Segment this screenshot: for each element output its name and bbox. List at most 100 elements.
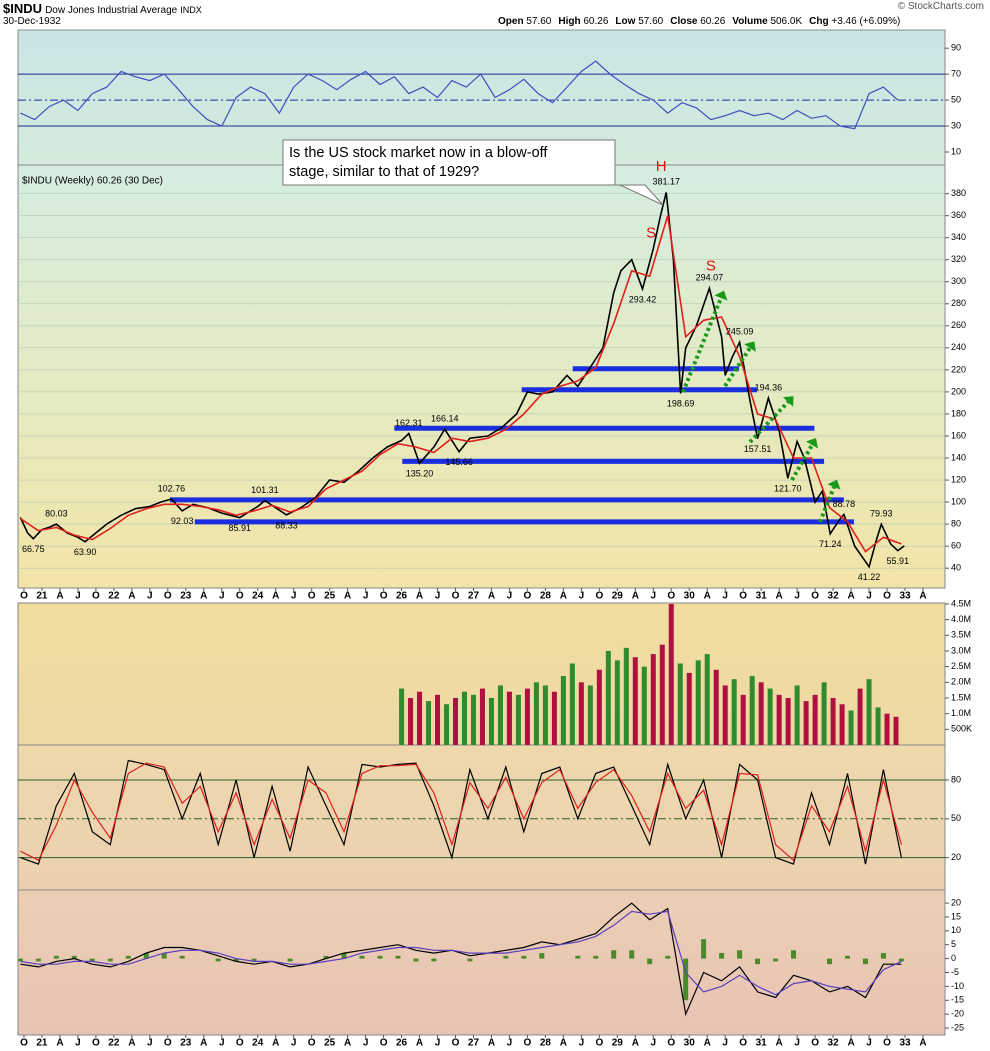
arrow-head xyxy=(805,438,819,449)
quote-label: Volume xyxy=(732,16,768,27)
histogram-bar xyxy=(593,955,599,959)
y-tick-label: 380 xyxy=(951,188,966,198)
point-label: 145.66 xyxy=(445,457,473,467)
y-tick-label: 10 xyxy=(951,146,961,156)
volume-bar xyxy=(426,701,432,745)
volume-bar xyxy=(542,685,548,745)
copyright: © StockCharts.com xyxy=(897,1,984,12)
point-label: 194.36 xyxy=(755,383,783,393)
x-tick-label: 22 xyxy=(108,1038,120,1049)
y-tick-label: 30 xyxy=(951,120,961,130)
volume-bar xyxy=(749,676,755,745)
histogram-bar xyxy=(629,950,635,959)
x-tick-label: 23 xyxy=(180,591,192,602)
x-tick-label: A xyxy=(200,591,207,602)
y-tick-label: 360 xyxy=(951,210,966,220)
x-tick-label: A xyxy=(488,591,495,602)
x-tick-label: 31 xyxy=(756,591,768,602)
histogram-bar xyxy=(71,955,77,959)
volume-bar xyxy=(767,688,773,745)
y-tick-label: -25 xyxy=(951,1022,964,1032)
volume-bar xyxy=(893,716,899,745)
x-tick-label: 25 xyxy=(324,1038,336,1049)
y-tick-label: 15 xyxy=(951,911,961,921)
y-tick-label: -15 xyxy=(951,995,964,1005)
x-tick-label: A xyxy=(56,1038,63,1049)
y-tick-label: 240 xyxy=(951,342,966,352)
name: Dow Jones Industrial Average xyxy=(45,5,178,16)
x-tick-label: 26 xyxy=(396,1038,408,1049)
trend-arrow xyxy=(681,297,723,393)
y-tick-label: 1.5M xyxy=(951,692,971,702)
histogram-bar xyxy=(773,958,779,962)
x-tick-label: O xyxy=(20,1038,28,1049)
pattern-label: S xyxy=(706,257,716,274)
series-line xyxy=(19,192,905,569)
x-tick-label: J xyxy=(722,1038,728,1049)
histogram-bar xyxy=(683,958,689,1001)
x-tick-label: 26 xyxy=(396,591,408,602)
callout: Is the US stock market now in a blow-off… xyxy=(282,139,664,206)
histogram-bar xyxy=(215,958,221,962)
series-line xyxy=(20,762,902,862)
panel: 500K 1.0M 1.5M 2.0M 2.5M 3.0M 3.5M 4.0M 4.5M xyxy=(399,598,972,745)
x-tick-label: O xyxy=(236,1038,244,1049)
volume-bar xyxy=(875,707,881,745)
x-tick-label: 29 xyxy=(612,591,624,602)
volume-bar xyxy=(776,694,782,745)
x-tick-label: J xyxy=(363,1038,369,1049)
quote-label: High xyxy=(558,16,581,27)
x-tick-label: A xyxy=(776,1038,783,1049)
x-tick-label: J xyxy=(651,591,657,602)
point-label: 294.07 xyxy=(696,273,724,283)
histogram-bar xyxy=(323,955,329,959)
panel: 20 15 10 5 0 -5 -10 -15 -20 -25 xyxy=(17,897,964,1032)
histogram-bar xyxy=(125,955,131,959)
x-tick-label: A xyxy=(128,591,135,602)
quote-value: 57.60 xyxy=(526,16,552,27)
y-tick-label: 120 xyxy=(951,474,966,484)
callout-box xyxy=(282,139,664,206)
x-tick-label: O xyxy=(452,1038,460,1049)
x-tick-label: A xyxy=(704,1038,711,1049)
x-tick-label: O xyxy=(308,591,316,602)
y-tick-label: 3.5M xyxy=(951,630,971,640)
quote: Open 57.60 High 60.26 Low 57.60 Close 60.26… xyxy=(498,16,907,27)
trend-arrow xyxy=(790,444,814,481)
histogram-bar xyxy=(251,958,257,962)
volume-bar xyxy=(695,660,701,745)
volume-bar xyxy=(812,694,818,745)
volume-bar xyxy=(785,697,791,745)
histogram-bar xyxy=(539,953,545,959)
x-tick-label: A xyxy=(919,1038,926,1049)
panel: 20 50 80 xyxy=(18,759,961,865)
point-label: 121.70 xyxy=(774,484,802,494)
volume-bar xyxy=(435,694,441,745)
y-tick-label: 200 xyxy=(951,386,966,396)
x-tick-label: 31 xyxy=(756,1038,768,1049)
y-tick-label: 20 xyxy=(951,852,961,862)
volume-bar xyxy=(830,697,836,745)
volume-bar xyxy=(470,694,476,745)
histogram-bar xyxy=(467,958,473,962)
point-label: 293.42 xyxy=(629,294,657,304)
x-tick-label: A xyxy=(847,1038,854,1049)
histogram-bar xyxy=(377,955,383,959)
y-tick-label: 20 xyxy=(951,897,961,907)
histogram-bar xyxy=(647,958,653,965)
x-tick-label: 21 xyxy=(36,591,48,602)
quote-label: Chg xyxy=(809,16,829,27)
quote-value: 60.26 xyxy=(700,16,726,27)
point-label: 92.03 xyxy=(171,516,194,526)
y-tick-label: 5 xyxy=(951,939,956,949)
x-tick-label: O xyxy=(667,1038,675,1049)
arrow-head xyxy=(782,396,794,407)
quote-value: +3.46 (+6.09%) xyxy=(831,16,901,27)
histogram-bar xyxy=(413,958,419,962)
histogram-bar xyxy=(17,958,23,962)
point-label: 66.75 xyxy=(22,544,45,554)
histogram-bar xyxy=(107,958,113,962)
volume-bar xyxy=(731,679,737,745)
volume-bar xyxy=(740,694,746,745)
x-tick-label: J xyxy=(75,591,81,602)
